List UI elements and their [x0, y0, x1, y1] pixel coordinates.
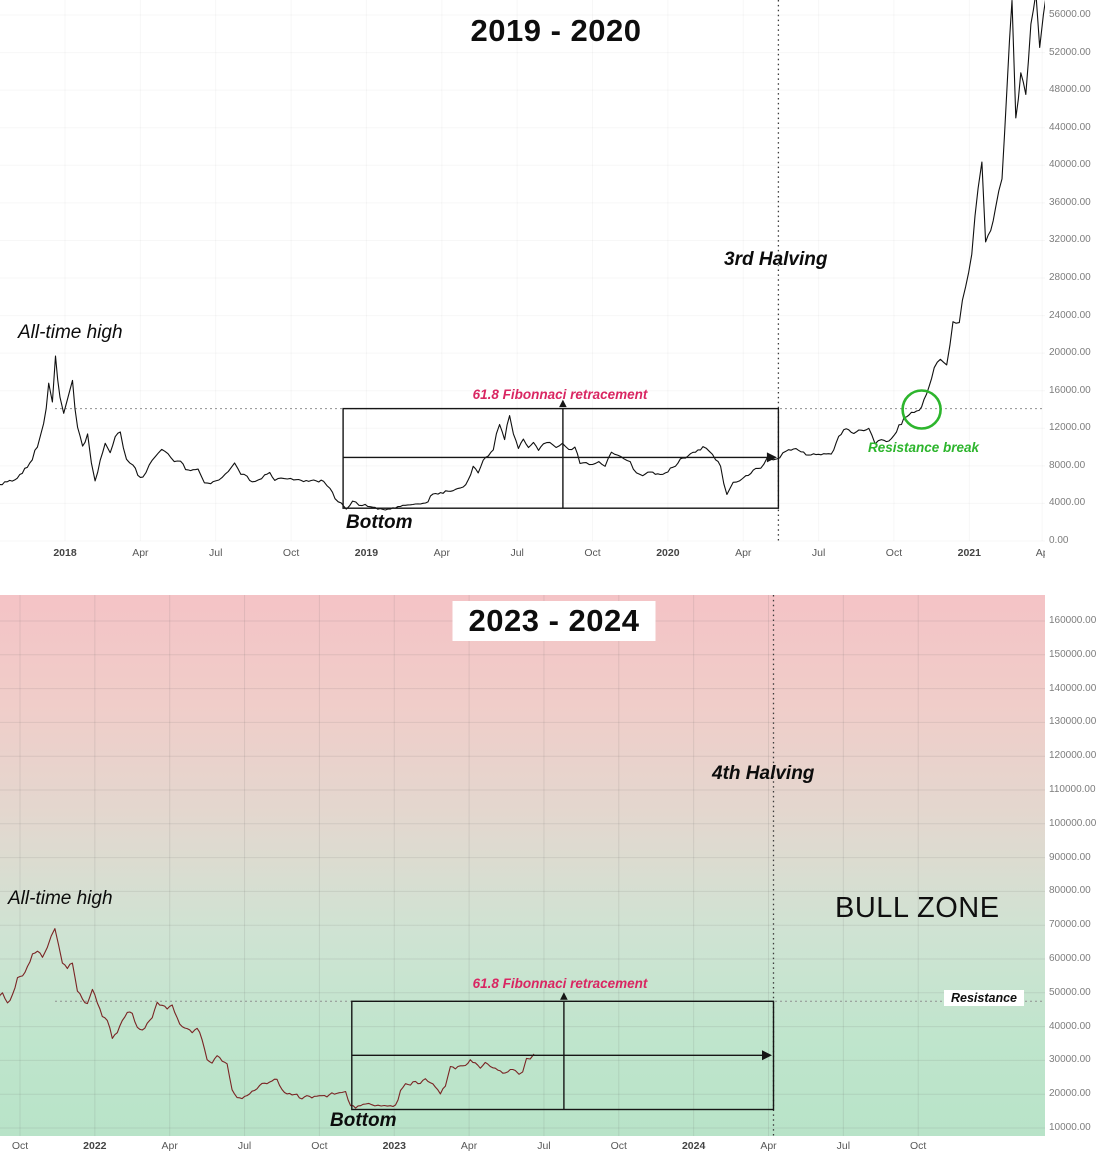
time-tick: Oct [910, 1140, 927, 1152]
all-time-high-label-top: All-time high [18, 322, 123, 343]
price-tick: 12000.00 [1049, 422, 1091, 434]
time-tick: Jul [836, 1140, 851, 1152]
time-tick: Jul [237, 1140, 252, 1152]
time-tick: Apr [132, 547, 149, 559]
time-tick: Apr [433, 547, 450, 559]
time-tick: 2021 [957, 547, 981, 559]
fib-retracement-label-top: 61.8 Fibonnaci retracement [472, 387, 648, 402]
time-axis-top: 2018 Apr Jul Oct 2019 Apr Jul Oct 2020 Apr Jul Oct 2… [0, 543, 1045, 565]
time-tick: Oct [610, 1140, 627, 1152]
bull-zone-gradient-background [0, 595, 1045, 1140]
time-tick: Apr [460, 1140, 478, 1152]
price-tick: 52000.00 [1049, 46, 1091, 58]
price-tick: 28000.00 [1049, 272, 1091, 283]
price-tick: 32000.00 [1049, 234, 1091, 246]
chart-title-bottom: 2023 - 2024 [452, 601, 656, 641]
time-tick: Oct [11, 1140, 29, 1152]
price-tick: 30000.00 [1049, 1054, 1091, 1066]
resistance-break-label: Resistance break [868, 440, 980, 455]
price-tick: 120000.00 [1049, 750, 1097, 762]
bottom-label-bottom: Bottom [330, 1110, 397, 1131]
price-tick: 16000.00 [1049, 384, 1091, 396]
price-tick: 150000.00 [1049, 648, 1097, 660]
resistance-label: Resistance [944, 990, 1025, 1006]
price-tick: 40000.00 [1049, 1020, 1091, 1032]
price-tick: 160000.00 [1049, 615, 1097, 626]
third-halving-label: 3rd Halving [724, 249, 828, 270]
bottom-label-top: Bottom [346, 512, 413, 533]
time-tick: Jul [811, 547, 826, 559]
panel-2019-2020: 2019 - 2020 All-time high 3rd Halving 61… [0, 0, 1101, 595]
price-tick: 110000.00 [1049, 784, 1096, 795]
price-tick: 70000.00 [1049, 919, 1091, 931]
time-tick: Jul [209, 547, 223, 559]
price-tick: 44000.00 [1049, 121, 1091, 133]
price-tick: 24000.00 [1049, 309, 1091, 321]
panel-2023-2024: 2023 - 2024 All-time high 4th Halving BU… [0, 595, 1101, 1159]
price-chart-2019-2020 [0, 0, 1045, 542]
bull-zone-label: BULL ZONE [835, 892, 1000, 924]
price-tick: 0.00 [1049, 535, 1069, 546]
price-tick: 20000.00 [1049, 347, 1091, 359]
price-tick: 48000.00 [1049, 84, 1091, 96]
price-tick: 36000.00 [1049, 196, 1091, 208]
price-tick: 20000.00 [1049, 1088, 1091, 1100]
time-tick: Apr [161, 1140, 178, 1152]
time-tick: 2024 [681, 1140, 706, 1152]
price-tick: 40000.00 [1049, 159, 1091, 171]
price-chart-2023-2024 [0, 595, 1045, 1140]
price-tick: 4000.00 [1049, 497, 1086, 509]
time-tick: 2023 [382, 1140, 406, 1152]
time-tick: Jul [537, 1140, 551, 1152]
chart-title-top: 2019 - 2020 [470, 13, 642, 48]
time-axis-bottom: Oct 2022 Apr Jul Oct 2023 Apr Jul Oct 2024 Apr Jul O… [0, 1136, 1045, 1158]
price-tick: 140000.00 [1049, 682, 1097, 694]
price-tick: 90000.00 [1049, 851, 1091, 863]
price-tick: 60000.00 [1049, 953, 1091, 964]
price-tick: 100000.00 [1049, 817, 1097, 829]
time-tick: 2018 [53, 547, 77, 559]
time-tick: Oct [885, 547, 903, 559]
fib-retracement-label-bottom: 61.8 Fibonnaci retracement [472, 976, 648, 991]
time-tick: Oct [282, 547, 300, 559]
fourth-halving-label: 4th Halving [712, 763, 815, 784]
all-time-high-label-bottom: All-time high [8, 888, 113, 909]
time-tick: 2019 [354, 547, 379, 559]
time-tick: 2022 [83, 1140, 107, 1152]
price-tick: 80000.00 [1049, 885, 1091, 897]
price-tick: 10000.00 [1049, 1122, 1091, 1133]
time-tick: Jul [510, 547, 524, 559]
price-tick: 130000.00 [1049, 716, 1097, 728]
price-tick: 56000.00 [1049, 9, 1091, 21]
time-tick: Oct [584, 547, 601, 559]
time-tick: 2020 [656, 547, 680, 559]
time-tick: Ap [1035, 547, 1045, 559]
time-tick: Apr [760, 1140, 777, 1152]
price-tick: 50000.00 [1049, 986, 1091, 998]
time-tick: Oct [311, 1140, 328, 1152]
time-tick: Apr [735, 547, 752, 559]
price-axis-top: 56000.00 52000.00 48000.00 44000.00 40000.00… [1045, 0, 1101, 595]
price-tick: 8000.00 [1049, 459, 1086, 471]
price-axis-bottom: 160000.00 150000.00 140000.00 130000.00 1200… [1045, 595, 1101, 1159]
